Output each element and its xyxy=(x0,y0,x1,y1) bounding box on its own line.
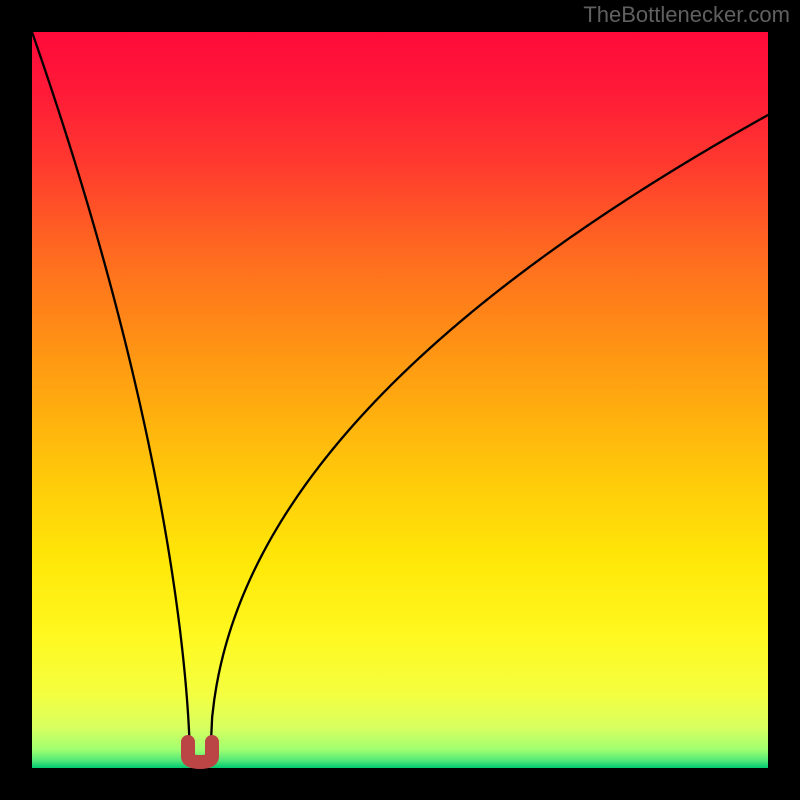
gradient-plot-area xyxy=(32,32,768,768)
chart-svg xyxy=(0,0,800,800)
watermark-text: TheBottlenecker.com xyxy=(583,2,790,28)
stage: TheBottlenecker.com xyxy=(0,0,800,800)
